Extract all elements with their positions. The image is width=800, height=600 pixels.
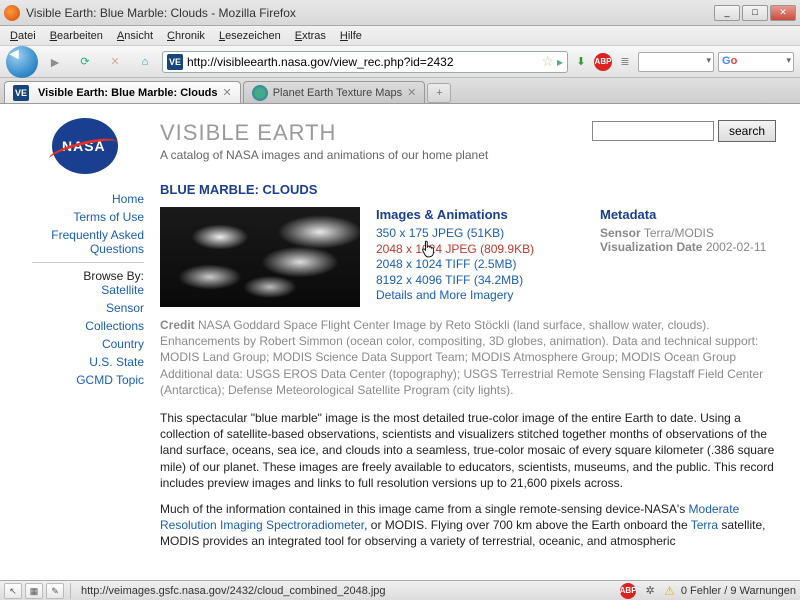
site-title: VISIBLE EARTH: [160, 120, 488, 146]
empty-dropdown[interactable]: [638, 52, 714, 72]
browse-by-label: Browse By:: [83, 269, 144, 283]
image-download-link[interactable]: 2048 x 1024 JPEG (809.9KB): [376, 242, 584, 258]
tab-label: Planet Earth Texture Maps: [273, 87, 402, 99]
warning-triangle-icon: ⚠: [664, 584, 675, 598]
sb-tool-3[interactable]: ✎: [46, 583, 64, 599]
tab-label: Visible Earth: Blue Marble: Clouds: [38, 87, 218, 99]
thumbnail-image[interactable]: [160, 207, 360, 307]
sidebar: Home Terms of Use Frequently Asked Questio…: [10, 110, 160, 559]
meta-sensor-value: Terra/MODIS: [644, 226, 714, 240]
forward-button[interactable]: ►: [42, 49, 68, 75]
menu-ansicht[interactable]: Ansicht: [111, 28, 159, 44]
error-count[interactable]: 0 Fehler / 9 Warnungen: [681, 585, 796, 597]
metadata-heading: Metadata: [600, 207, 776, 222]
url-bar[interactable]: VE ☆ ▸: [162, 51, 568, 73]
nasa-logo[interactable]: [52, 118, 118, 174]
tab-visible-earth[interactable]: VE Visible Earth: Blue Marble: Clouds ✕: [4, 81, 241, 103]
nav-links-browse: Satellite Sensor Collections Country U.S. St…: [10, 283, 160, 387]
status-bar: ↖ ▦ ✎ http://veimages.gsfc.nasa.gov/2432…: [0, 580, 800, 600]
firefox-icon: [4, 5, 20, 21]
site-subtitle: A catalog of NASA images and animations …: [160, 148, 488, 162]
window-titlebar: Visible Earth: Blue Marble: Clouds - Moz…: [0, 0, 800, 26]
site-favicon: VE: [167, 54, 183, 70]
menu-chronik[interactable]: Chronik: [161, 28, 211, 44]
adblock-icon[interactable]: ABP: [594, 53, 612, 71]
meta-date-label: Visualization Date: [600, 240, 702, 254]
nav-link[interactable]: U.S. State: [10, 355, 144, 369]
image-download-link[interactable]: Details and More Imagery: [376, 288, 584, 304]
reload-button[interactable]: ⟳: [72, 49, 98, 75]
menu-hilfe[interactable]: Hilfe: [334, 28, 368, 44]
maximize-button[interactable]: □: [742, 5, 768, 21]
sb-tool-1[interactable]: ↖: [4, 583, 22, 599]
menu-datei[interactable]: Datei: [4, 28, 42, 44]
image-download-link[interactable]: 350 x 175 JPEG (51KB): [376, 226, 584, 242]
download-icon[interactable]: ⬇: [572, 53, 590, 71]
meta-sensor-label: Sensor: [600, 226, 641, 240]
page-viewport: Home Terms of Use Frequently Asked Questio…: [0, 104, 800, 580]
tab-favicon: VE: [13, 85, 29, 101]
nav-link[interactable]: Sensor: [10, 301, 144, 315]
url-input[interactable]: [187, 55, 538, 69]
menu-lesezeichen[interactable]: Lesezeichen: [213, 28, 287, 44]
tab-strip: VE Visible Earth: Blue Marble: Clouds ✕ …: [0, 78, 800, 104]
menu-extras[interactable]: Extras: [289, 28, 332, 44]
image-download-link[interactable]: 2048 x 1024 TIFF (2.5MB): [376, 257, 584, 273]
window-title: Visible Earth: Blue Marble: Clouds - Moz…: [26, 6, 714, 20]
tab-close-icon[interactable]: ✕: [223, 86, 232, 99]
site-search-button[interactable]: search: [718, 120, 776, 142]
status-url: http://veimages.gsfc.nasa.gov/2432/cloud…: [77, 585, 614, 597]
new-tab-button[interactable]: +: [427, 83, 451, 103]
go-arrow-icon[interactable]: ▸: [557, 55, 563, 69]
nav-link[interactable]: Satellite: [10, 283, 144, 297]
description: This spectacular "blue marble" image is …: [160, 410, 776, 550]
addon-icon[interactable]: ≣: [616, 53, 634, 71]
meta-date-value: 2002-02-11: [706, 240, 767, 254]
image-download-link[interactable]: 8192 x 4096 TIFF (34.2MB): [376, 273, 584, 289]
minimize-button[interactable]: _: [714, 5, 740, 21]
menu-bar: Datei Bearbeiten Ansicht Chronik Lesezei…: [0, 26, 800, 46]
sb-tool-2[interactable]: ▦: [25, 583, 43, 599]
site-search-input[interactable]: [592, 121, 714, 141]
nav-link[interactable]: Frequently Asked Questions: [10, 228, 144, 256]
status-bug-icon[interactable]: ✲: [642, 583, 658, 599]
tab-close-icon[interactable]: ✕: [407, 86, 416, 99]
tab-favicon: [252, 85, 268, 101]
tab-planet-earth[interactable]: Planet Earth Texture Maps ✕: [243, 81, 426, 103]
status-abp-icon[interactable]: ABP: [620, 583, 636, 599]
nav-link[interactable]: Country: [10, 337, 144, 351]
navigation-toolbar: ◄ ► ⟳ ✕ ⌂ VE ☆ ▸ ⬇ ABP ≣ Go: [0, 46, 800, 78]
nav-link[interactable]: Home: [10, 192, 144, 206]
back-button[interactable]: ◄: [6, 46, 38, 78]
nav-link[interactable]: Terms of Use: [10, 210, 144, 224]
main-content: VISIBLE EARTH A catalog of NASA images a…: [160, 110, 776, 559]
bookmark-star-icon[interactable]: ☆: [541, 53, 554, 70]
stop-button[interactable]: ✕: [102, 49, 128, 75]
record-title: BLUE MARBLE: CLOUDS: [160, 182, 776, 197]
nav-links-primary: Home Terms of Use Frequently Asked Questio…: [10, 192, 160, 256]
search-engine-box[interactable]: Go: [718, 52, 794, 72]
nav-link[interactable]: GCMD Topic: [10, 373, 144, 387]
link-terra[interactable]: Terra: [691, 518, 718, 532]
images-heading: Images & Animations: [376, 207, 584, 222]
home-button[interactable]: ⌂: [132, 49, 158, 75]
menu-bearbeiten[interactable]: Bearbeiten: [44, 28, 109, 44]
close-button[interactable]: ✕: [770, 5, 796, 21]
credit-block: Credit NASA Goddard Space Flight Center …: [160, 317, 776, 398]
nav-link[interactable]: Collections: [10, 319, 144, 333]
